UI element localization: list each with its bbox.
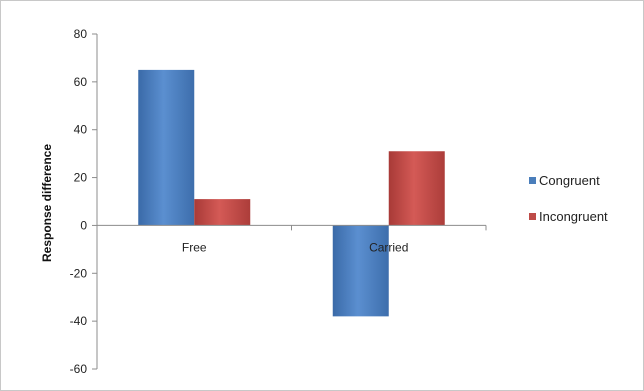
x-category-label: Carried: [369, 240, 408, 254]
x-category-label: Free: [182, 240, 207, 254]
y-tick-label: 40: [74, 123, 88, 137]
legend-label-incongruent: Incongruent: [539, 209, 608, 224]
bar-incongruent-carried: [388, 151, 445, 226]
bar-congruent-free: [138, 69, 195, 226]
y-tick-label: -20: [70, 266, 88, 280]
legend-swatch-congruent: [529, 177, 536, 184]
legend-swatch-incongruent: [529, 213, 536, 220]
y-axis-title: Response difference: [40, 144, 54, 262]
y-tick-label: 60: [74, 75, 88, 89]
legend: Congruent Incongruent: [529, 173, 608, 224]
y-tick-label: -40: [70, 314, 88, 328]
y-tick-label: 80: [74, 27, 88, 41]
y-tick-label: 0: [80, 218, 87, 232]
bar-congruent-carried: [332, 225, 389, 317]
y-tick-label: 20: [74, 171, 88, 185]
y-tick-label: -60: [70, 362, 88, 376]
bar-incongruent-free: [194, 199, 251, 226]
legend-label-congruent: Congruent: [539, 173, 600, 188]
